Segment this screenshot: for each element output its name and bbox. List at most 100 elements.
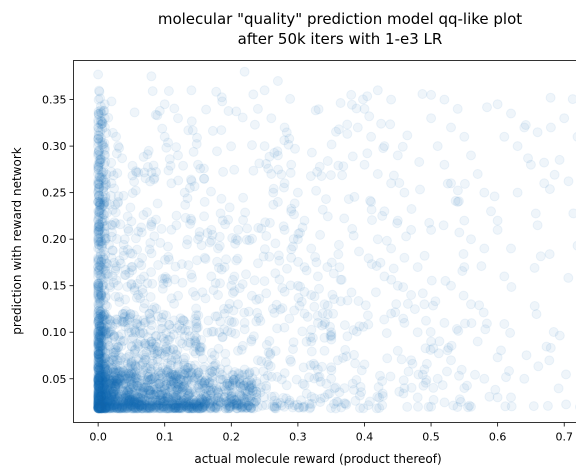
scatter-point — [229, 164, 240, 175]
scatter-point — [223, 403, 234, 414]
scatter-point — [231, 378, 241, 389]
scatter-point — [212, 146, 222, 157]
scatter-point — [99, 402, 110, 413]
scatter-point — [379, 141, 390, 152]
scatter-point — [226, 392, 237, 402]
scatter-point — [563, 272, 574, 283]
scatter-point — [133, 403, 144, 414]
scatter-point — [359, 159, 370, 170]
scatter-point — [159, 396, 170, 407]
scatter-point — [193, 402, 204, 413]
scatter-point — [111, 131, 122, 142]
scatter-point — [561, 369, 571, 380]
scatter-point — [164, 386, 175, 397]
scatter-point — [177, 384, 188, 395]
scatter-point — [93, 196, 104, 207]
scatter-point — [152, 397, 163, 408]
scatter-point — [125, 397, 136, 408]
scatter-point — [413, 401, 423, 412]
scatter-point — [161, 367, 172, 378]
scatter-point — [177, 382, 188, 392]
scatter-point — [97, 402, 108, 413]
scatter-point — [133, 393, 144, 404]
scatter-point — [232, 235, 243, 246]
scatter-point — [97, 384, 108, 395]
scatter-point — [108, 391, 119, 402]
scatter-point — [112, 368, 123, 378]
scatter-point — [94, 403, 104, 414]
scatter-point — [164, 254, 174, 265]
scatter-point — [166, 178, 177, 189]
scatter-point — [212, 392, 223, 403]
scatter-point — [352, 122, 363, 133]
scatter-point — [171, 394, 182, 405]
scatter-point — [108, 378, 119, 389]
scatter-point — [199, 196, 210, 207]
scatter-point — [125, 401, 136, 412]
scatter-point — [362, 148, 373, 159]
scatter-point — [154, 390, 165, 401]
scatter-point — [172, 403, 183, 414]
scatter-point — [93, 390, 104, 400]
scatter-point — [243, 369, 254, 380]
scatter-point — [145, 389, 156, 400]
scatter-point — [210, 311, 221, 322]
scatter-point — [244, 382, 255, 393]
scatter-point — [438, 220, 449, 231]
scatter-point — [100, 374, 111, 384]
scatter-point — [136, 400, 147, 411]
scatter-point — [147, 396, 158, 407]
scatter-point — [245, 380, 256, 391]
scatter-point — [150, 395, 161, 406]
scatter-point — [206, 393, 216, 404]
scatter-point — [129, 368, 140, 379]
scatter-point — [484, 391, 495, 402]
scatter-point — [96, 391, 107, 402]
scatter-point — [191, 369, 202, 380]
scatter-point — [259, 141, 270, 152]
scatter-point — [132, 399, 143, 409]
scatter-point — [114, 403, 124, 414]
scatter-point — [181, 376, 192, 387]
y-axis-label: prediction with reward network — [10, 147, 24, 334]
scatter-point — [152, 395, 163, 406]
scatter-point — [93, 365, 104, 376]
scatter-point — [519, 373, 530, 384]
scatter-point — [326, 373, 337, 384]
scatter-point — [93, 403, 104, 414]
scatter-point — [259, 276, 270, 287]
scatter-point — [96, 377, 107, 388]
scatter-point — [145, 395, 156, 406]
scatter-point — [153, 378, 164, 389]
scatter-point — [216, 193, 227, 204]
scatter-point — [95, 372, 106, 383]
scatter-point — [198, 364, 209, 375]
scatter-point — [312, 317, 323, 328]
scatter-point — [272, 150, 283, 161]
scatter-point — [120, 371, 131, 382]
scatter-point — [149, 371, 160, 382]
scatter-point — [372, 169, 383, 179]
scatter-point — [165, 371, 176, 382]
y-tick-label: 0.25 — [42, 187, 67, 200]
scatter-point — [93, 243, 104, 254]
scatter-point — [112, 378, 123, 389]
scatter-point — [97, 384, 108, 395]
scatter-point — [213, 290, 223, 300]
scatter-point — [125, 394, 136, 405]
scatter-point — [110, 381, 121, 392]
scatter-point — [181, 393, 192, 404]
scatter-point — [100, 395, 111, 406]
scatter-point — [133, 341, 144, 352]
scatter-point — [118, 396, 128, 407]
scatter-point — [512, 141, 523, 152]
scatter-point — [151, 401, 162, 412]
scatter-point — [114, 403, 125, 414]
scatter-point — [212, 403, 223, 414]
scatter-point — [151, 383, 162, 394]
scatter-point — [528, 401, 539, 412]
scatter-point — [501, 372, 511, 383]
scatter-point — [130, 185, 141, 196]
scatter-point — [219, 262, 230, 273]
scatter-point — [136, 402, 147, 413]
